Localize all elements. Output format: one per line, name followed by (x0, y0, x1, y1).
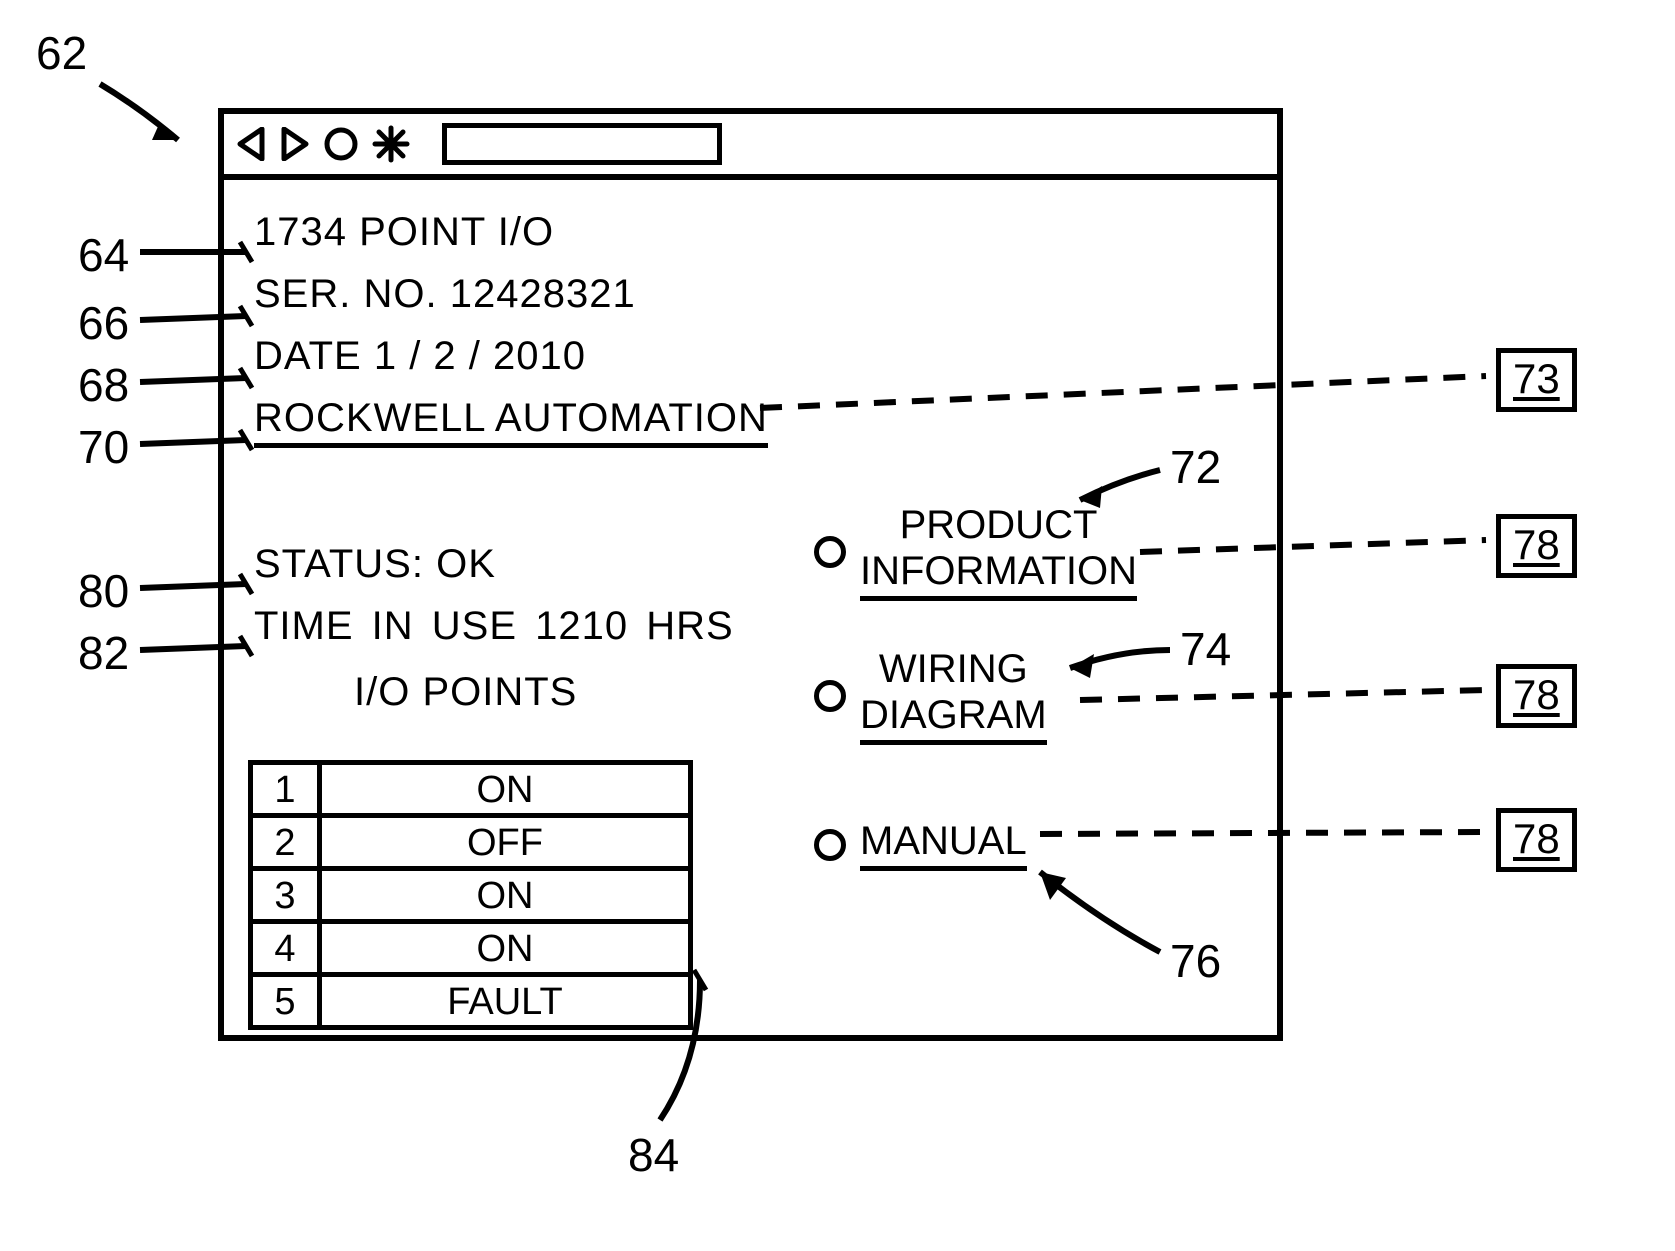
table-row: 3ON (251, 869, 691, 922)
io-heading: I/O POINTS (354, 670, 577, 715)
stop-icon[interactable] (324, 127, 358, 161)
ref-73-text: 73 (1513, 355, 1560, 402)
io-state: OFF (320, 816, 691, 869)
io-idx: 3 (251, 869, 320, 922)
table-row: 4ON (251, 922, 691, 975)
vendor-link[interactable]: ROCKWELL AUTOMATION (254, 396, 768, 448)
manual-label: MANUAL (860, 818, 1027, 871)
manual-link[interactable]: MANUAL (814, 818, 1027, 871)
product-info-label: PRODUCT INFORMATION (860, 502, 1137, 601)
window-content: 1734 POINT I/O SER. NO. 12428321 DATE 1 … (224, 180, 1277, 1041)
callout-64: 64 (78, 228, 129, 282)
io-state: FAULT (320, 975, 691, 1028)
date-label: DATE (254, 334, 362, 378)
callout-80: 80 (78, 564, 129, 618)
wiring-l1: WIRING (879, 647, 1028, 691)
ref-78b-text: 78 (1513, 671, 1560, 718)
callout-62: 62 (36, 26, 87, 80)
table-row: 5FAULT (251, 975, 691, 1028)
status-value: OK (436, 542, 496, 586)
manual-text: MANUAL (860, 818, 1027, 871)
device-title: 1734 POINT I/O (254, 210, 554, 255)
date-row: DATE 1 / 2 / 2010 (254, 334, 586, 379)
serial-row: SER. NO. 12428321 (254, 272, 636, 317)
io-idx: 1 (251, 763, 320, 816)
callout-76: 76 (1170, 934, 1221, 988)
wiring-diagram-label: WIRING DIAGRAM (860, 646, 1047, 745)
callout-74: 74 (1180, 622, 1231, 676)
ref-73: 73 (1496, 348, 1577, 412)
callout-68: 68 (78, 358, 129, 412)
callout-72: 72 (1170, 440, 1221, 494)
vendor-link-text: ROCKWELL AUTOMATION (254, 396, 768, 448)
diagram-stage: 1734 POINT I/O SER. NO. 12428321 DATE 1 … (0, 0, 1675, 1251)
ref-78b: 78 (1496, 664, 1577, 728)
wiring-diagram-link[interactable]: WIRING DIAGRAM (814, 646, 1047, 745)
product-info-l1: PRODUCT (900, 503, 1098, 547)
browser-window: 1734 POINT I/O SER. NO. 12428321 DATE 1 … (218, 108, 1283, 1041)
io-state: ON (320, 869, 691, 922)
date-value: 1 / 2 / 2010 (374, 334, 586, 378)
window-titlebar (224, 114, 1277, 180)
callout-70: 70 (78, 420, 129, 474)
ref-78c: 78 (1496, 808, 1577, 872)
ref-78a-text: 78 (1513, 521, 1560, 568)
address-bar[interactable] (442, 123, 722, 165)
io-state: ON (320, 922, 691, 975)
status-label: STATUS: (254, 542, 424, 586)
time-units: HRS (646, 604, 733, 648)
product-info-link[interactable]: PRODUCT INFORMATION (814, 502, 1137, 601)
bullet-icon (814, 536, 846, 568)
io-points-table: 1ON 2OFF 3ON 4ON 5FAULT (248, 760, 693, 1030)
time-row: TIME IN USE 1210 HRS (254, 604, 734, 649)
io-idx: 4 (251, 922, 320, 975)
wiring-l2: DIAGRAM (860, 692, 1047, 745)
callout-84: 84 (628, 1128, 679, 1182)
time-label: TIME IN USE (254, 604, 517, 648)
callout-82: 82 (78, 626, 129, 680)
ref-78a: 78 (1496, 514, 1577, 578)
bookmark-icon[interactable] (372, 125, 410, 163)
serial-value: 12428321 (450, 272, 636, 316)
io-idx: 2 (251, 816, 320, 869)
table-row: 1ON (251, 763, 691, 816)
io-idx: 5 (251, 975, 320, 1028)
product-info-l2: INFORMATION (860, 548, 1137, 601)
status-row: STATUS: OK (254, 542, 496, 587)
callout-66: 66 (78, 296, 129, 350)
table-row: 2OFF (251, 816, 691, 869)
bullet-icon (814, 829, 846, 861)
time-value: 1210 (535, 604, 628, 648)
io-state: ON (320, 763, 691, 816)
ref-78c-text: 78 (1513, 815, 1560, 862)
serial-label: SER. NO. (254, 272, 438, 316)
forward-icon[interactable] (280, 127, 310, 161)
back-icon[interactable] (236, 127, 266, 161)
bullet-icon (814, 680, 846, 712)
